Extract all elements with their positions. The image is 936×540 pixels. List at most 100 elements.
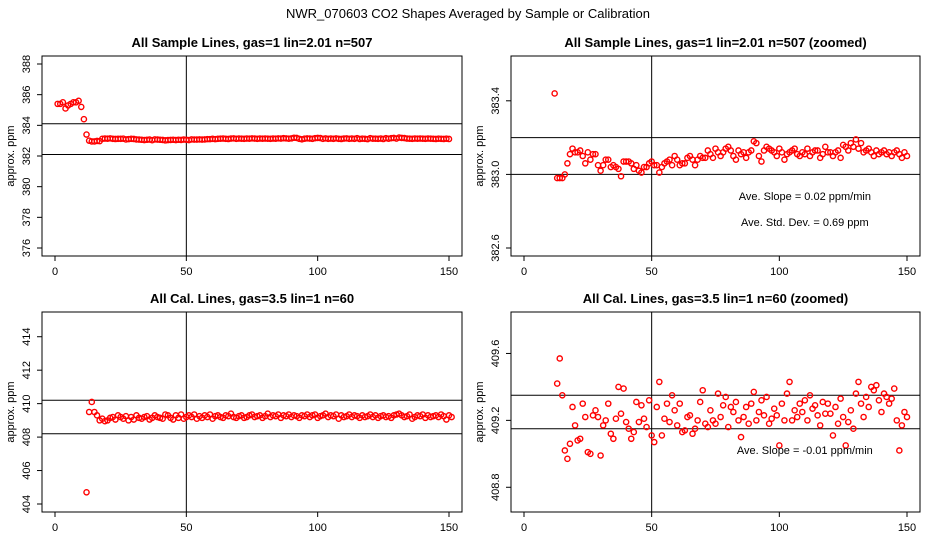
data-point xyxy=(556,355,564,362)
y-tick-label: 382 xyxy=(21,147,33,165)
data-point xyxy=(811,402,819,409)
data-point xyxy=(742,403,750,411)
data-point xyxy=(903,152,911,160)
data-point xyxy=(564,160,571,167)
data-point xyxy=(755,408,763,416)
data-point xyxy=(658,432,666,439)
data-point xyxy=(694,417,701,424)
data-point xyxy=(566,440,574,448)
data-point xyxy=(592,407,599,414)
data-point xyxy=(890,385,898,392)
data-point xyxy=(832,403,839,411)
data-point xyxy=(602,417,610,424)
data-point xyxy=(750,388,758,396)
data-point xyxy=(604,400,612,407)
data-point xyxy=(888,395,895,402)
data-point xyxy=(781,417,788,424)
plot-frame xyxy=(41,55,463,257)
data-point xyxy=(722,393,730,401)
data-point xyxy=(587,156,594,163)
data-point xyxy=(627,435,635,443)
data-point xyxy=(633,398,640,406)
data-point xyxy=(635,418,643,426)
data-point xyxy=(581,413,589,421)
y-axis-label: approx. ppm xyxy=(5,381,17,442)
data-point xyxy=(612,415,620,422)
data-point xyxy=(786,378,793,386)
data-point xyxy=(796,400,804,407)
data-point xyxy=(852,390,860,397)
data-point xyxy=(712,420,719,428)
data-point xyxy=(602,156,610,163)
data-point xyxy=(837,395,844,402)
data-point xyxy=(806,391,814,399)
data-point xyxy=(763,393,770,401)
data-point xyxy=(587,450,594,458)
data-point xyxy=(707,407,714,414)
plot-frame xyxy=(41,311,463,513)
data-point xyxy=(83,131,90,138)
x-tick-label: 100 xyxy=(308,522,326,534)
data-point xyxy=(768,415,775,422)
figure-title: NWR_070603 CO2 Shapes Averaged by Sample… xyxy=(286,6,650,21)
data-point xyxy=(640,163,648,171)
data-point xyxy=(842,442,850,449)
data-point xyxy=(901,408,908,416)
data-point xyxy=(701,154,709,162)
data-point xyxy=(704,423,712,431)
data-point xyxy=(857,139,865,147)
data-point xyxy=(681,160,689,167)
data-point xyxy=(719,402,727,409)
data-point xyxy=(668,161,676,169)
y-axis-label: approx. ppm xyxy=(474,125,486,186)
data-point xyxy=(663,400,671,407)
data-point xyxy=(633,161,640,169)
data-point xyxy=(850,425,857,433)
data-point xyxy=(93,137,101,145)
data-point xyxy=(709,154,717,162)
data-point xyxy=(581,160,589,167)
x-tick-label: 50 xyxy=(180,266,192,278)
data-point xyxy=(643,423,650,431)
data-point xyxy=(753,417,760,424)
data-point xyxy=(88,398,96,406)
data-point xyxy=(610,435,617,443)
y-tick-label: 382.6 xyxy=(490,234,502,262)
y-tick-label: 404 xyxy=(21,495,33,513)
data-point xyxy=(83,488,90,496)
data-point xyxy=(80,115,88,123)
data-point xyxy=(622,418,630,426)
data-point xyxy=(592,150,599,158)
plot-frame xyxy=(510,311,921,513)
data-point xyxy=(758,158,765,165)
data-point xyxy=(561,171,569,178)
data-point xyxy=(821,143,829,151)
data-point xyxy=(638,402,645,409)
data-point xyxy=(816,422,824,429)
data-point xyxy=(844,147,852,154)
data-point xyxy=(847,407,855,414)
y-tick-label: 408 xyxy=(21,428,33,446)
x-tick-label: 100 xyxy=(308,266,326,278)
data-point xyxy=(893,417,901,424)
data-point xyxy=(773,152,781,160)
y-tick-label: 406 xyxy=(21,461,33,479)
data-point xyxy=(443,135,450,142)
data-point xyxy=(855,145,862,152)
data-point xyxy=(666,156,673,163)
data-point xyxy=(668,391,676,399)
data-point xyxy=(857,400,865,407)
data-point xyxy=(576,435,584,443)
data-point xyxy=(834,420,842,428)
y-tick-label: 409.6 xyxy=(490,340,502,368)
x-tick-label: 0 xyxy=(52,266,58,278)
data-point xyxy=(837,154,844,162)
data-point xyxy=(599,422,607,429)
data-point xyxy=(576,147,584,154)
data-point xyxy=(814,412,821,419)
data-point xyxy=(75,97,82,105)
data-point xyxy=(556,174,564,182)
panel-title: All Sample Lines, gas=1 lin=2.01 n=507 (… xyxy=(564,35,866,50)
data-point xyxy=(448,413,455,421)
data-point xyxy=(615,165,622,173)
